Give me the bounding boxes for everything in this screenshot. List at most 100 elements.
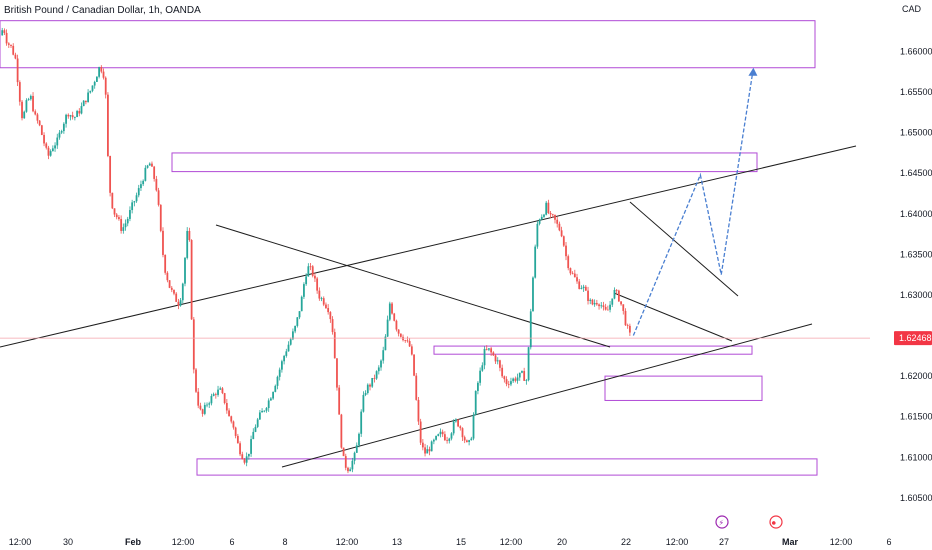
candle-body <box>60 131 63 133</box>
candle-body <box>159 204 162 231</box>
zone-box[interactable] <box>604 375 763 401</box>
candle-body <box>329 312 332 320</box>
candle-body <box>247 453 250 457</box>
candle-body <box>494 355 497 362</box>
candle-body <box>611 298 614 305</box>
candle-body <box>285 351 288 356</box>
candle-body <box>338 387 341 415</box>
zone-box[interactable] <box>196 458 818 476</box>
candle-body <box>115 214 118 218</box>
candle-body <box>153 166 156 179</box>
candle-body <box>576 277 578 282</box>
candle-body <box>272 391 274 399</box>
candle-body <box>294 325 297 332</box>
candle-body <box>144 167 147 181</box>
descending-trendline[interactable] <box>215 224 611 348</box>
candle-body <box>347 467 349 472</box>
candle-body <box>565 245 567 257</box>
time-tick-label: 30 <box>63 537 73 547</box>
time-tick-label: 6 <box>886 537 891 547</box>
candle-body <box>609 304 611 310</box>
price-axis[interactable]: 1.66000 1.65500 1.65000 1.64500 1.64000 1.635… <box>900 47 932 503</box>
trendlines-layer <box>0 145 857 468</box>
candle-body <box>322 298 325 305</box>
candle-body <box>78 110 81 114</box>
price-tick-label: 1.63000 <box>900 290 932 300</box>
event-icon-1[interactable]: ⚡ <box>715 515 729 529</box>
candle-body <box>353 452 356 461</box>
candle-body <box>342 447 345 457</box>
candle-body <box>589 299 592 301</box>
candle-body <box>118 217 120 220</box>
candle-body <box>626 325 629 326</box>
candle-body <box>243 459 246 463</box>
candle-body <box>534 246 537 278</box>
zone-box[interactable] <box>171 152 758 173</box>
candle-body <box>428 449 431 452</box>
candle-body <box>452 421 455 434</box>
zones-layer <box>0 20 818 476</box>
projection-path[interactable] <box>632 67 755 336</box>
time-axis[interactable]: 12:00 30 Feb 12:00 6 8 12:00 13 15 12:00 20 22 12:00… <box>9 537 892 547</box>
wedge-lower-line[interactable] <box>613 292 733 342</box>
candles-layer <box>1 27 631 474</box>
ascending-support-line[interactable] <box>281 323 813 468</box>
candle-body <box>27 99 30 101</box>
candle-body <box>212 394 215 396</box>
candle-body <box>49 151 52 156</box>
candle-body <box>263 410 266 412</box>
candle-body <box>516 377 519 381</box>
wedge-upper-line[interactable] <box>629 201 739 297</box>
candle-body <box>525 380 528 381</box>
candle-body <box>7 43 10 45</box>
candle-body <box>371 377 374 387</box>
candle-body <box>283 355 286 362</box>
candle-body <box>393 313 396 321</box>
candle-body <box>380 360 382 368</box>
candle-body <box>472 414 475 439</box>
candle-body <box>573 273 576 278</box>
candle-body <box>23 111 26 119</box>
candle-body <box>602 305 605 307</box>
candle-body <box>228 410 230 417</box>
time-tick-label: 20 <box>557 537 567 547</box>
time-tick-label: 12:00 <box>666 537 689 547</box>
candle-body <box>305 276 308 285</box>
candle-body <box>120 219 123 231</box>
candle-body <box>177 301 180 306</box>
time-tick-label: Feb <box>125 537 142 547</box>
candle-body <box>503 376 506 380</box>
event-icon-2[interactable]: ⏺ <box>769 515 783 529</box>
candle-body <box>186 230 189 258</box>
ascending-resistance-line[interactable] <box>0 145 857 348</box>
candle-body <box>512 378 515 382</box>
candle-body <box>151 163 153 167</box>
economic-event-icon: ⏺ <box>772 519 776 528</box>
candle-body <box>397 329 400 334</box>
price-tick-label: 1.64500 <box>900 168 932 178</box>
candle-body <box>164 254 167 273</box>
candle-body <box>102 71 105 78</box>
candle-body <box>360 411 363 434</box>
candle-body <box>351 460 354 470</box>
candle-body <box>287 344 290 352</box>
candle-body <box>358 433 360 446</box>
candle-body <box>386 319 389 337</box>
zone-box[interactable] <box>433 345 753 355</box>
candle-body <box>426 449 429 454</box>
candle-body <box>547 202 550 213</box>
candle-body <box>82 100 85 107</box>
candle-body <box>25 100 28 112</box>
candle-body <box>404 340 407 341</box>
candle-body <box>441 431 444 435</box>
candle-body <box>604 306 607 310</box>
zone-box[interactable] <box>0 20 816 69</box>
currency-label: CAD <box>902 4 922 14</box>
candle-body <box>318 290 321 299</box>
candle-body <box>450 433 453 439</box>
candle-body <box>276 376 279 386</box>
chart-title: British Pound / Canadian Dollar, 1h, OAN… <box>4 5 201 16</box>
candle-body <box>314 275 316 279</box>
candle-body <box>155 178 158 191</box>
